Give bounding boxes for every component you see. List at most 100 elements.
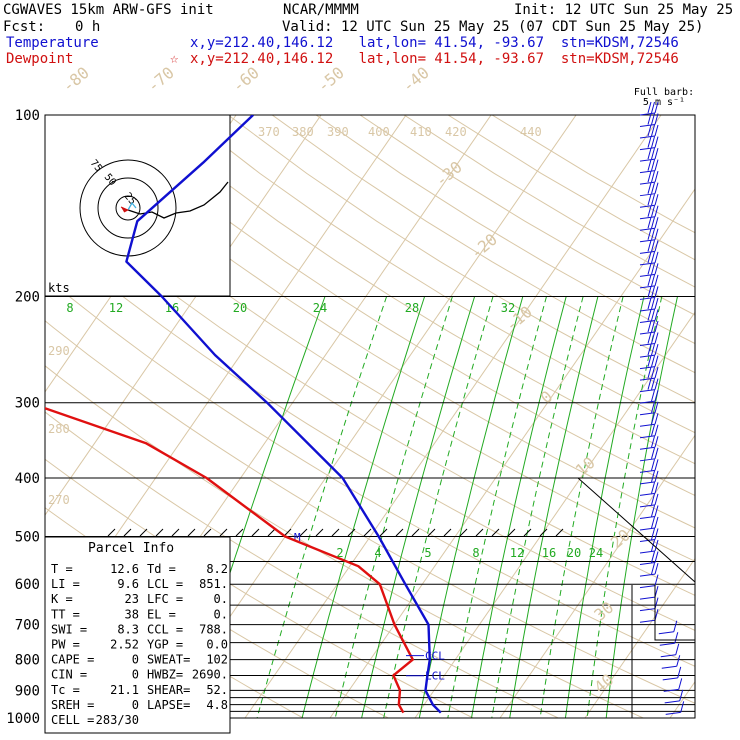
temperature-tick-label: -60 [228, 63, 262, 96]
parcel-field-label: SWEAT= [147, 653, 190, 667]
parcel-field-value: 788. [199, 622, 228, 636]
wind-barb-feather [651, 470, 655, 482]
wind-barb-feather [651, 251, 655, 263]
wind-barb-feather [647, 378, 652, 390]
wind-barb-shaft [639, 296, 656, 300]
parcel-field-label: Tc = [51, 683, 80, 697]
mixing-ratio-label: 12 [510, 546, 524, 560]
wind-barb-shaft [639, 147, 656, 151]
wind-barb-shaft [665, 711, 681, 715]
wind-barb-shaft [662, 677, 678, 681]
mixing-ratio-label: 28 [405, 301, 419, 315]
parcel-field-label: LFC = [147, 592, 183, 606]
mixing-ratio-label: 2 [336, 546, 343, 560]
mixing-ratio-label: 8 [472, 546, 479, 560]
wind-barb-feather [654, 355, 659, 367]
wind-barb-feather [647, 263, 652, 275]
freezing-hatch [427, 528, 436, 537]
parcel-field-value: 2.52 [110, 638, 139, 652]
wind-barb-feather [651, 424, 655, 436]
pressure-tick-label: 1000 [6, 711, 40, 727]
parcel-field-label: LAPSE= [147, 698, 190, 712]
wind-barb-shaft [639, 285, 656, 289]
wind-barb-feather [651, 171, 655, 183]
mixing-ratio-label: 5 [424, 546, 431, 560]
wind-barb-shaft [639, 343, 656, 347]
barb-region-edge [577, 477, 696, 583]
parcel-field-label: EL = [147, 607, 176, 621]
wind-barb-shaft [639, 181, 656, 185]
wind-barb-shaft [639, 423, 656, 427]
wind-barb-shaft [639, 112, 656, 116]
wind-barb-shaft [639, 250, 656, 254]
wind-barb-feather [651, 413, 655, 425]
wind-barb-feather [654, 182, 659, 194]
wind-barb-feather [654, 274, 659, 287]
temperature-trace [125, 115, 442, 714]
parcel-field-label: K = [51, 592, 73, 606]
freezing-hatch [395, 528, 404, 537]
wind-barb-feather [675, 643, 680, 655]
wind-barb-feather [647, 320, 652, 333]
barb-region-edge [654, 585, 695, 641]
wind-barb-feather [647, 251, 652, 263]
pressure-tick-label: 700 [15, 618, 40, 634]
freezing-hatch [171, 528, 180, 537]
parcel-field-label: CELL = [51, 713, 94, 727]
wind-barb-feather [654, 217, 659, 229]
wind-barb-shaft [639, 239, 656, 243]
wind-barb-feather [647, 228, 652, 240]
wind-barb-shaft [639, 504, 656, 508]
wind-barb-feather [651, 390, 655, 402]
parcel-field-value: 0 [132, 698, 139, 712]
barb-legend-line1: Full barb: [634, 87, 694, 98]
forecast-hour: 0 h [75, 19, 101, 35]
wind-barb-shaft [639, 458, 656, 462]
wind-barb-feather [654, 516, 659, 529]
wind-barb-feather [654, 424, 659, 436]
wind-barb-shaft [639, 158, 656, 162]
mixing-ratio-label: 20 [567, 546, 581, 560]
freezing-hatch [491, 528, 500, 537]
wind-barb-feather [651, 182, 655, 194]
wind-barb-shaft [639, 515, 656, 519]
parcel-field-label: CAPE = [51, 653, 94, 667]
pressure-tick-label: 200 [15, 290, 40, 306]
freezing-hatch [299, 528, 308, 537]
parcel-field-value: 12.6 [110, 562, 139, 576]
parcel-field-value: 102 [206, 653, 228, 667]
wind-barb-feather [651, 505, 655, 517]
freezing-hatch [283, 528, 292, 537]
hodograph-trace [127, 181, 229, 219]
wind-barb-feather [647, 136, 652, 148]
wind-barb-feather [651, 436, 655, 448]
wind-barb-feather [651, 113, 655, 125]
wind-barb-shaft [639, 550, 656, 554]
wind-barb-shaft [659, 642, 675, 646]
wind-barb-shaft [639, 619, 656, 623]
wind-barb-feather [654, 378, 659, 390]
wind-barb-feather [651, 101, 655, 114]
wind-barb-shaft [639, 446, 656, 450]
dry-adiabat-line [139, 115, 695, 465]
parcel-field-label: SHEAR= [147, 683, 190, 697]
wind-barb-feather [654, 101, 659, 114]
parcel-field-label: LI = [51, 577, 80, 591]
wind-barb-shaft [639, 435, 656, 439]
wind-barb-feather [654, 413, 659, 425]
parcel-field-value: 21.1 [110, 683, 139, 697]
wind-barb-feather [676, 655, 681, 667]
wind-barb-feather [651, 366, 655, 379]
isotherm-line [45, 115, 322, 516]
theta-label: 370 [258, 125, 280, 139]
dry-adiabat-line [315, 115, 695, 345]
theta-label: 440 [520, 125, 542, 139]
wind-barb-feather [654, 136, 659, 148]
wind-barb-feather [654, 436, 659, 448]
isotherm-line [584, 557, 695, 719]
isotherm-line [669, 680, 695, 719]
wind-barb-shaft [639, 377, 656, 381]
parcel-field-value: 0. [214, 592, 228, 606]
wind-barb-feather [647, 343, 652, 356]
